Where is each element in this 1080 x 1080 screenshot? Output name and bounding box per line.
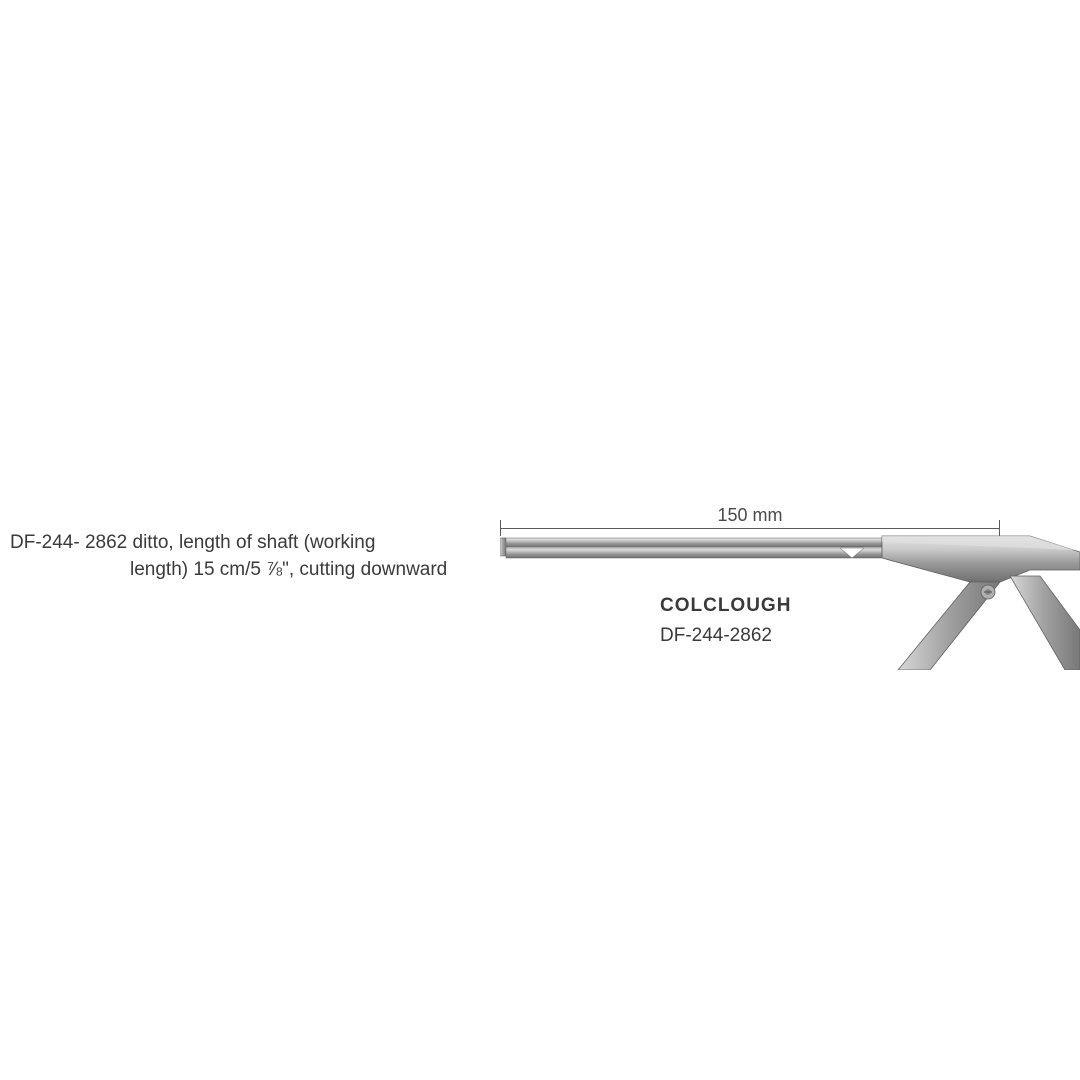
dimension-label: 150 mm bbox=[500, 505, 1000, 526]
dimension-bar bbox=[500, 528, 1000, 529]
instrument-code: DF-244-2862 bbox=[660, 625, 772, 647]
description-line-1: DF-244- 2862 ditto, length of shaft (wor… bbox=[10, 530, 470, 557]
catalog-entry: DF-244- 2862 ditto, length of shaft (wor… bbox=[0, 500, 1080, 700]
instrument-name: COLCLOUGH bbox=[660, 595, 791, 617]
product-description: DF-244- 2862 ditto, length of shaft (wor… bbox=[10, 530, 470, 583]
product-figure: 150 mm bbox=[500, 500, 1080, 680]
description-line-2: length) 15 cm/5 ⅞", cutting downward bbox=[10, 557, 470, 584]
